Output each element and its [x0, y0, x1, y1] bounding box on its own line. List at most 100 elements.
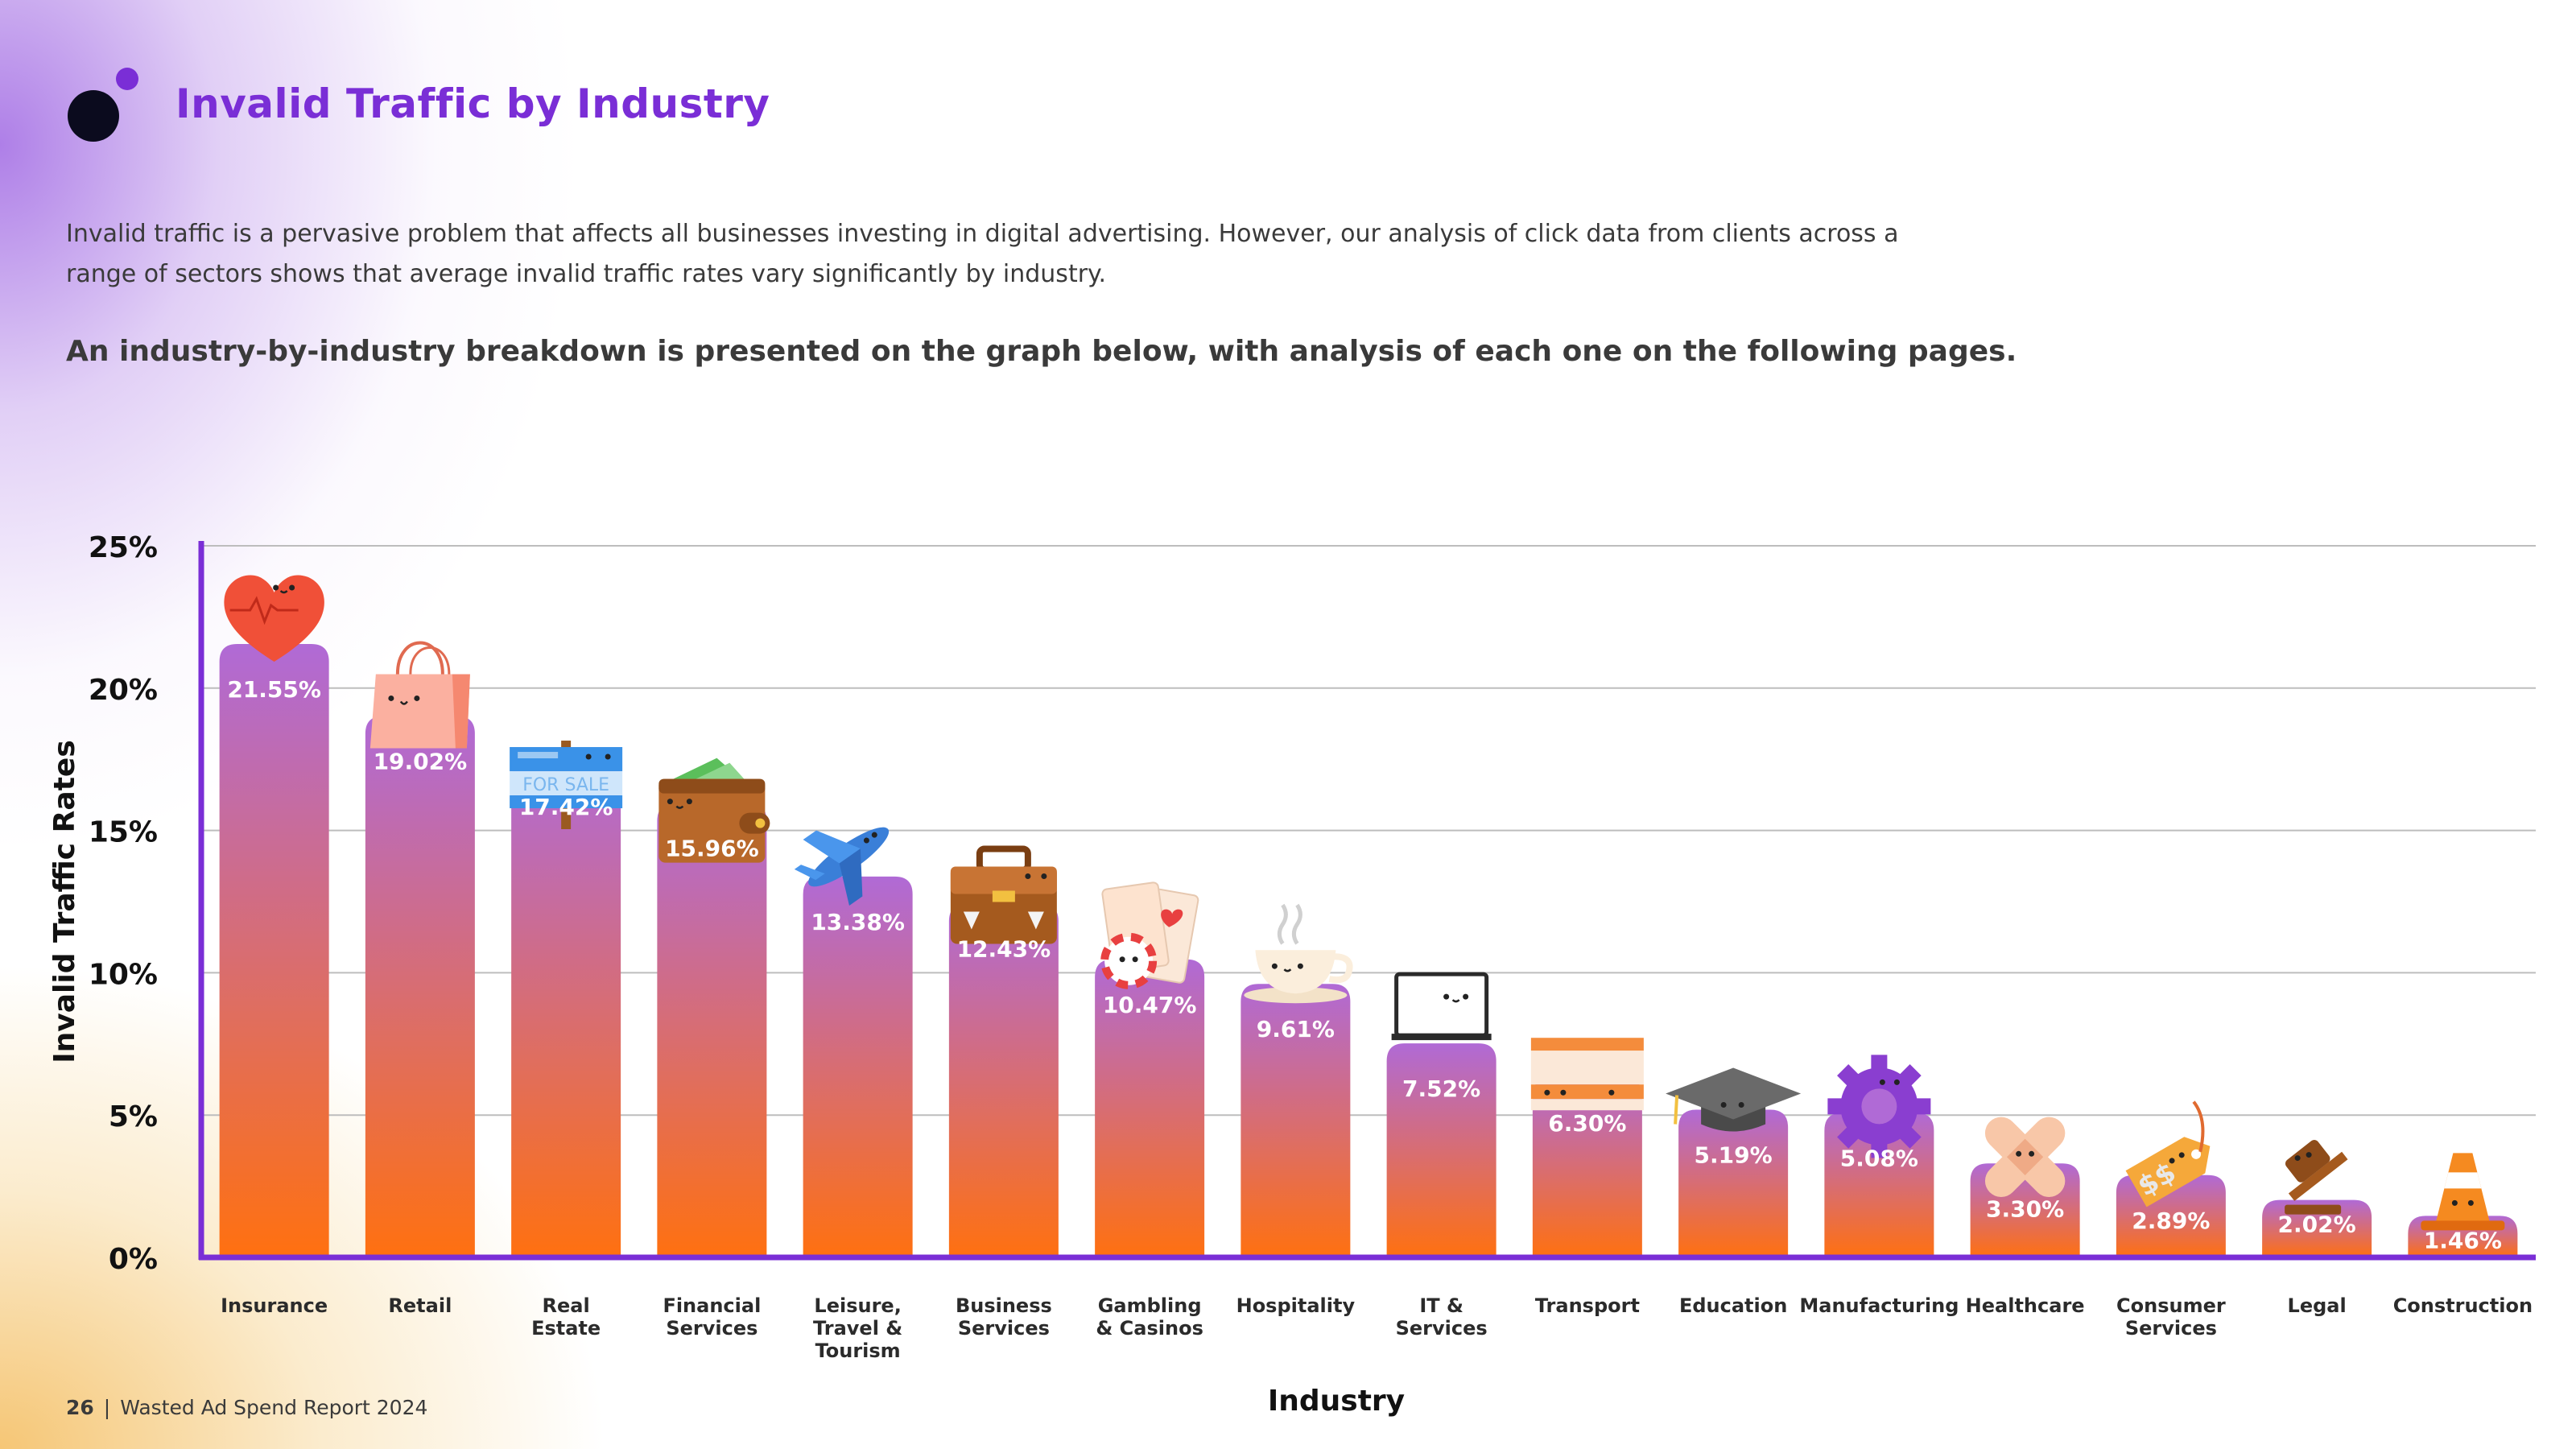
category-label-5: Business Services [956, 1294, 1052, 1340]
category-label-line: Construction [2393, 1294, 2533, 1317]
category-label-line: Financial [663, 1294, 761, 1317]
laptop-icon [1391, 972, 1492, 1041]
category-label-line: Transport [1535, 1294, 1640, 1317]
bar-value-label-9: 6.30% [1548, 1110, 1626, 1137]
page-title: Invalid Traffic by Industry [175, 80, 770, 127]
category-label-line: Tourism [815, 1340, 901, 1362]
category-label-line: Legal [2288, 1294, 2347, 1317]
bandage-icon [1984, 1117, 2066, 1198]
category-label-12: Healthcare [1966, 1294, 2085, 1317]
category-label-1: Retail [388, 1294, 452, 1317]
briefcase-icon [950, 845, 1057, 944]
y-axis-title: Invalid Traffic Rates [48, 740, 81, 1063]
gear-icon [1827, 1055, 1931, 1158]
category-label-line: Gambling [1098, 1294, 1202, 1317]
category-label-line: Hospitality [1236, 1294, 1356, 1317]
category-label-15: Construction [2393, 1294, 2533, 1317]
category-label-line: Consumer [2116, 1294, 2226, 1317]
category-label-line: Services [2125, 1317, 2217, 1340]
airplane-icon [794, 827, 890, 906]
category-label-line: & Casinos [1096, 1317, 1203, 1340]
bar-4 [803, 876, 913, 1257]
bar-value-label-11: 5.08% [1840, 1145, 1918, 1171]
category-label-line: Real [543, 1294, 590, 1317]
category-label-8: IT & Services [1396, 1294, 1488, 1340]
bar-8 [1386, 1043, 1496, 1257]
bar-value-label-1: 19.02% [374, 748, 468, 774]
shopping-bag-icon [369, 641, 470, 749]
category-label-13: Consumer Services [2116, 1294, 2226, 1340]
bar-value-label-2: 17.42% [519, 794, 613, 820]
category-label-line: Education [1679, 1294, 1787, 1317]
lead-text: An industry-by-industry breakdown is pre… [66, 335, 2017, 368]
category-label-line: Services [1396, 1317, 1488, 1340]
bar-value-label-0: 21.55% [227, 676, 321, 703]
category-label-line: Insurance [221, 1294, 328, 1317]
category-label-14: Legal [2288, 1294, 2347, 1317]
gavel-icon [2285, 1140, 2348, 1215]
category-label-line: Healthcare [1966, 1294, 2085, 1317]
price-tag-icon: $$ [2125, 1100, 2211, 1208]
bar-9 [1532, 1078, 1642, 1257]
invalid-traffic-bar-chart: 0% 5% 10% 15% 20% 25% Invalid Traffic Rates Ind… [48, 531, 2536, 1418]
category-label-11: Manufacturing [1799, 1294, 1959, 1317]
bar-2 [511, 762, 621, 1257]
bar-1 [365, 716, 475, 1257]
category-label-line: Services [666, 1317, 758, 1340]
y-tick-label-0: 0% [109, 1243, 158, 1276]
bar-value-label-10: 5.19% [1695, 1141, 1773, 1168]
logo-purple-dot [116, 68, 138, 90]
intro-paragraph: Invalid traffic is a pervasive problem t… [66, 220, 1899, 288]
footer-report-name: Wasted Ad Spend Report 2024 [120, 1396, 428, 1419]
category-label-line: Travel & [813, 1317, 902, 1340]
bar-value-label-12: 3.30% [1986, 1195, 2064, 1222]
category-label-10: Education [1679, 1294, 1787, 1317]
bar-10 [1678, 1109, 1789, 1257]
bar-value-label-6: 10.47% [1103, 992, 1197, 1018]
bar-11 [1824, 1113, 1934, 1257]
bus-icon [1530, 1038, 1644, 1111]
traffic-cone-icon [2421, 1153, 2505, 1231]
category-label-6: Gambling & Casinos [1096, 1294, 1203, 1340]
bar-value-label-5: 12.43% [957, 935, 1051, 962]
category-label-line: Retail [388, 1294, 452, 1317]
category-label-line: IT & [1419, 1294, 1463, 1317]
y-tick-label-2: 10% [89, 958, 158, 991]
bar-value-label-13: 2.89% [2132, 1208, 2210, 1234]
category-label-0: Insurance [221, 1294, 328, 1317]
footer-page-number: 26 [66, 1396, 94, 1419]
footer-separator: | [103, 1396, 111, 1419]
category-label-line: Estate [531, 1317, 601, 1340]
category-label-line: Manufacturing [1799, 1294, 1959, 1317]
category-label-4: Leisure, Travel & Tourism [813, 1294, 902, 1362]
bar-6 [1095, 959, 1205, 1257]
heart-icon [224, 575, 324, 662]
category-label-9: Transport [1535, 1294, 1640, 1317]
category-label-line: Services [958, 1317, 1050, 1340]
y-tick-label-5: 25% [89, 531, 158, 564]
category-label-2: Real Estate [531, 1294, 601, 1340]
brand-logo [68, 68, 138, 142]
y-tick-label-1: 5% [109, 1100, 158, 1133]
category-label-3: Financial Services [663, 1294, 761, 1340]
bar-value-label-4: 13.38% [811, 909, 905, 935]
category-label-7: Hospitality [1236, 1294, 1356, 1317]
for-sale-sign-text: FOR SALE [522, 775, 609, 795]
graduation-cap-icon [1666, 1067, 1802, 1132]
category-label-line: Business [956, 1294, 1052, 1317]
bar-0 [219, 643, 329, 1257]
bar-value-label-15: 1.46% [2424, 1227, 2502, 1253]
category-label-line: Leisure, [814, 1294, 901, 1317]
wallet-icon [658, 758, 770, 863]
coffee-cup-icon [1244, 903, 1353, 1004]
bar-value-label-8: 7.52% [1402, 1075, 1480, 1102]
bar-5 [948, 903, 1059, 1257]
bar-value-label-14: 2.02% [2278, 1212, 2356, 1238]
footer: 26 | Wasted Ad Spend Report 2024 [66, 1396, 427, 1419]
bar-value-label-7: 9.61% [1257, 1016, 1335, 1042]
for-sale-sign-icon: FOR SALE [510, 741, 623, 830]
bar-3 [657, 803, 767, 1257]
y-tick-label-3: 15% [89, 816, 158, 849]
bar-7 [1241, 984, 1351, 1257]
y-tick-label-4: 20% [89, 674, 158, 707]
